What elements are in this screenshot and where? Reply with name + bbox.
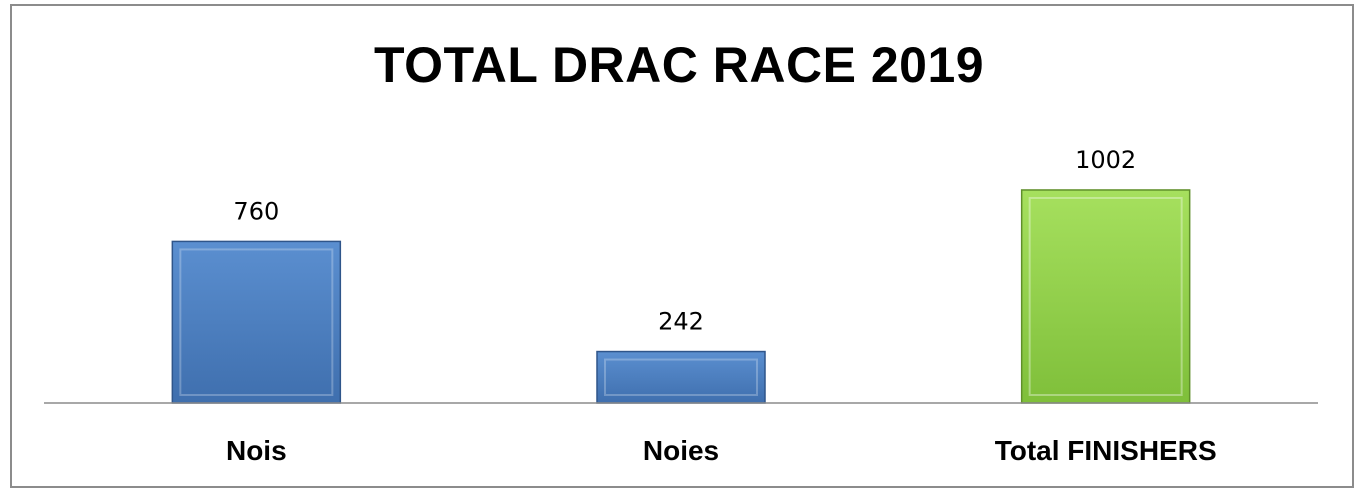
category-label: Total FINISHERS — [995, 435, 1217, 466]
category-label: Noies — [643, 435, 719, 466]
chart-title: TOTAL DRAC RACE 2019 — [373, 37, 985, 93]
bar-noies — [596, 350, 766, 404]
data-label: 760 — [233, 197, 279, 225]
bar-total-finishers — [1020, 189, 1191, 404]
bar-nois — [171, 240, 342, 404]
category-label: Nois — [226, 435, 287, 466]
data-label: 242 — [658, 308, 704, 336]
data-label: 1002 — [1075, 146, 1136, 174]
